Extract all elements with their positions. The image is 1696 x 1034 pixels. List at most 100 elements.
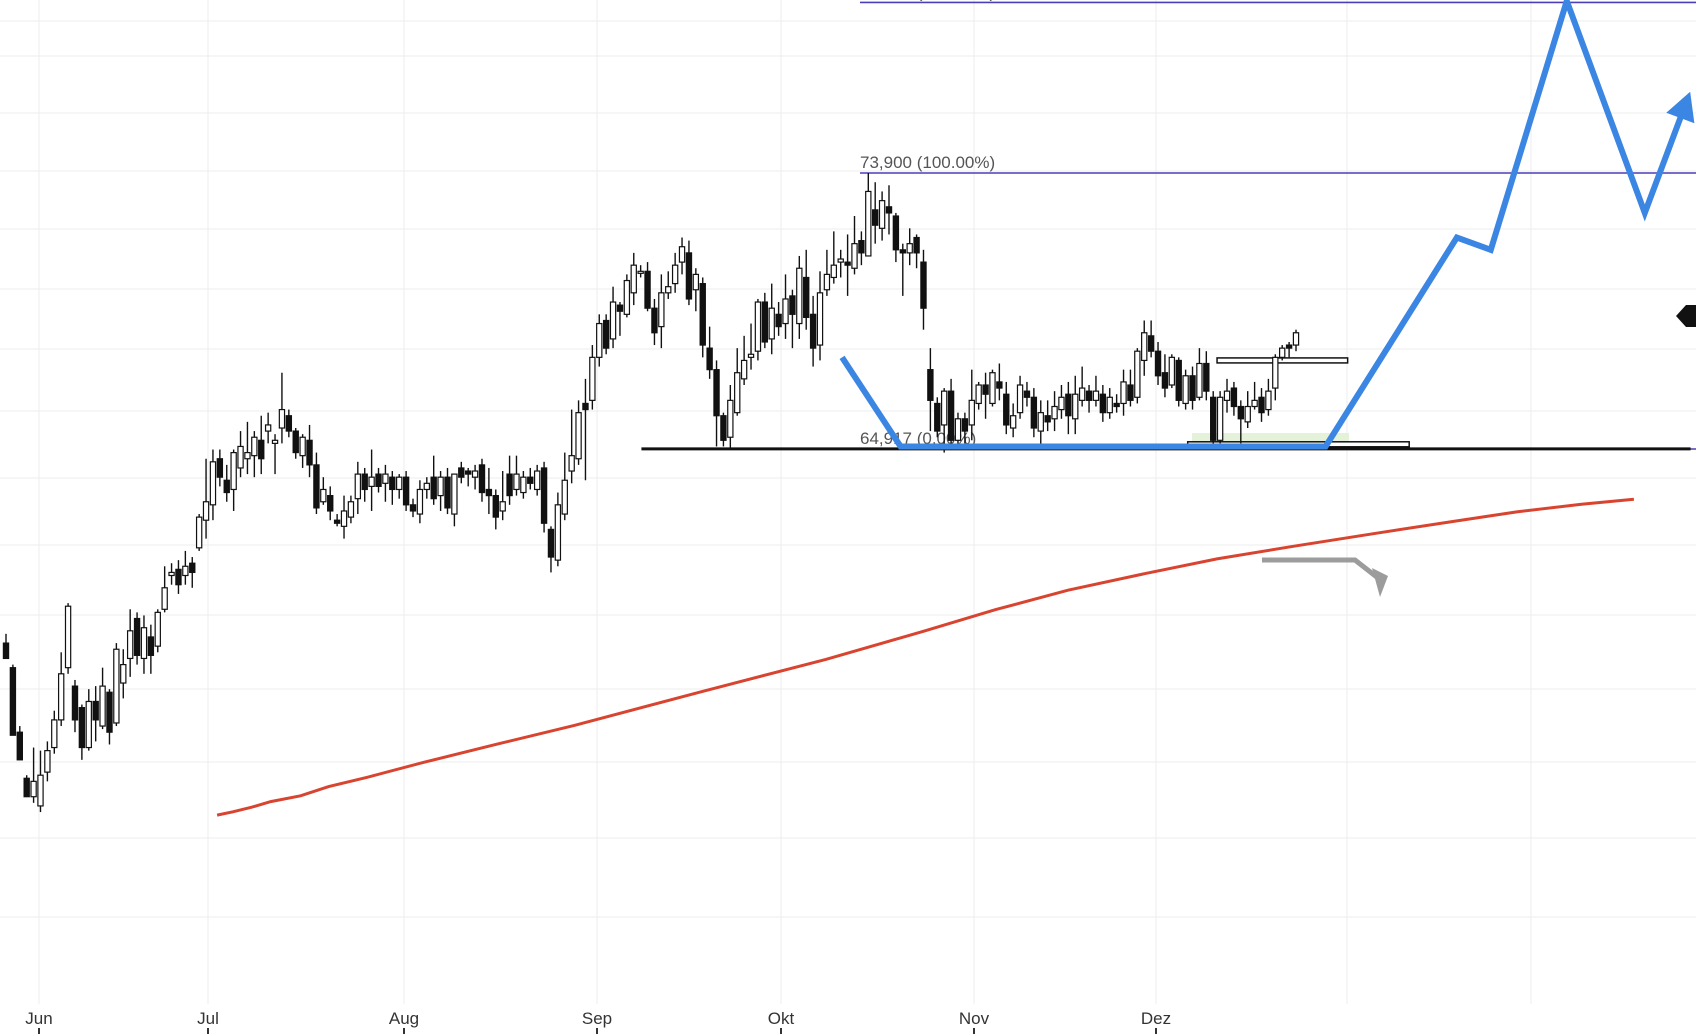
candle	[1244, 391, 1251, 429]
candle	[782, 274, 789, 339]
candle	[692, 268, 700, 312]
candle	[278, 372, 286, 444]
candle	[71, 679, 79, 733]
candle	[78, 704, 86, 760]
candle	[582, 378, 589, 481]
candle	[706, 326, 713, 379]
candle	[106, 689, 113, 745]
candle	[789, 289, 796, 349]
candle	[464, 467, 472, 487]
candle	[823, 249, 831, 296]
projection-path	[839, 0, 1691, 450]
candle	[1175, 357, 1182, 407]
candle	[51, 710, 58, 754]
x-axis-label: Dez	[1141, 1009, 1171, 1028]
candle	[947, 378, 955, 450]
candle	[175, 560, 182, 594]
candle	[299, 434, 306, 468]
candle	[202, 458, 210, 539]
candle	[16, 726, 23, 761]
candle	[327, 486, 334, 521]
candle	[809, 295, 817, 367]
candle	[720, 412, 727, 447]
candle	[596, 314, 603, 367]
candle	[416, 480, 424, 524]
candle	[1016, 375, 1024, 419]
candle	[1203, 351, 1210, 401]
candle	[996, 363, 1003, 401]
candle	[264, 412, 272, 444]
candle	[182, 550, 189, 585]
candle	[306, 424, 313, 478]
candle	[1285, 341, 1293, 358]
fib-label: 79,452 (161.80%)	[860, 0, 995, 1]
candle	[499, 471, 506, 521]
x-axis-label: Okt	[768, 1009, 795, 1028]
candle	[527, 467, 534, 490]
candle	[333, 514, 341, 527]
candle	[678, 237, 686, 275]
gray-turn-arrow	[1262, 557, 1380, 580]
candle	[934, 397, 941, 438]
candle	[44, 741, 51, 782]
x-axis-label: Nov	[959, 1009, 990, 1028]
candle	[940, 388, 948, 453]
candle	[575, 400, 582, 465]
candle	[671, 252, 679, 293]
candle	[892, 212, 900, 263]
candle	[437, 471, 444, 511]
candle	[616, 302, 624, 336]
candle	[554, 492, 562, 567]
candle	[885, 185, 893, 235]
candle	[492, 489, 499, 530]
candle	[837, 249, 844, 278]
candle	[402, 471, 410, 511]
candle	[244, 421, 251, 475]
candle	[803, 249, 810, 330]
candle	[975, 381, 982, 410]
candle	[609, 286, 617, 349]
candle	[389, 471, 396, 505]
candle	[734, 348, 741, 416]
candle	[685, 240, 693, 306]
candle	[113, 643, 120, 727]
candle	[458, 461, 465, 484]
chart-grid	[0, 0, 1696, 1004]
candle	[699, 277, 706, 358]
projection-arrow-head	[1666, 91, 1695, 124]
candle	[1085, 385, 1093, 413]
candle	[816, 271, 824, 361]
candle	[561, 452, 568, 521]
candle	[1099, 385, 1107, 422]
candle	[92, 686, 99, 742]
candle	[1113, 394, 1120, 413]
candle	[899, 243, 906, 296]
candle	[533, 464, 541, 496]
candle	[754, 298, 762, 361]
candle	[9, 664, 17, 736]
x-axis-label: Aug	[389, 1009, 419, 1028]
candle	[1106, 388, 1113, 419]
x-axis-label: Jun	[25, 1009, 52, 1028]
candle	[520, 471, 527, 499]
x-axis-label: Jul	[197, 1009, 219, 1028]
candle	[1092, 375, 1100, 407]
candle	[651, 298, 658, 346]
candle	[57, 652, 65, 727]
candle	[409, 498, 417, 518]
candle	[713, 360, 720, 447]
candle	[1120, 369, 1127, 416]
candle	[161, 566, 168, 613]
candle	[189, 557, 196, 588]
candle	[37, 750, 44, 813]
candle	[1258, 388, 1265, 422]
candle	[258, 415, 265, 475]
candle	[740, 335, 748, 386]
candle	[361, 467, 368, 502]
candle	[485, 467, 493, 515]
candle	[1182, 369, 1189, 410]
candle	[237, 431, 244, 478]
current-price-marker	[1676, 305, 1696, 327]
candle	[1251, 381, 1258, 410]
